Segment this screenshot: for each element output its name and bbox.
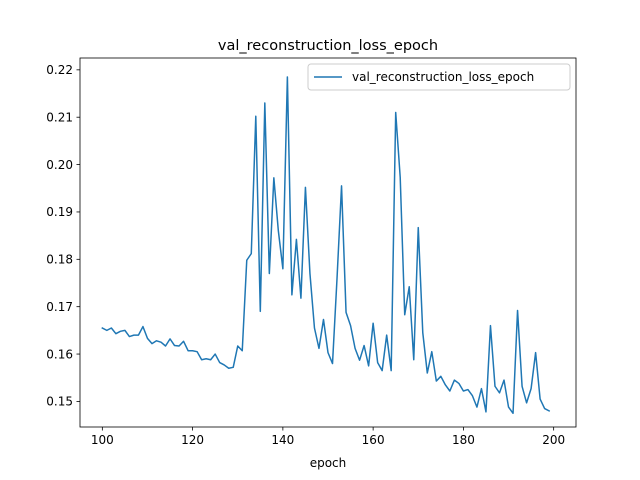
x-axis-ticks: 100 120 140 160 180 200	[91, 427, 565, 447]
y-tick-label: 0.17	[46, 300, 73, 314]
x-tick-label: 100	[91, 433, 114, 447]
y-tick-label: 0.20	[46, 158, 73, 172]
legend-label: val_reconstruction_loss_epoch	[352, 70, 534, 84]
x-axis-label: epoch	[310, 456, 347, 470]
x-tick-label: 140	[271, 433, 294, 447]
legend: val_reconstruction_loss_epoch	[307, 63, 571, 91]
series-line-0	[101, 76, 551, 415]
plot-area	[101, 76, 551, 415]
x-tick-label: 180	[452, 433, 475, 447]
y-tick-label: 0.15	[46, 395, 73, 409]
y-tick-label: 0.21	[46, 111, 73, 125]
x-tick-label: 200	[542, 433, 565, 447]
axes-frame	[79, 57, 577, 428]
legend-box	[307, 63, 571, 91]
y-tick-label: 0.16	[46, 347, 73, 361]
x-tick-label: 160	[362, 433, 385, 447]
y-tick-label: 0.18	[46, 253, 73, 267]
y-axis-ticks: 0.15 0.16 0.17 0.18 0.19 0.20 0.21 0.22	[46, 63, 80, 409]
y-tick-label: 0.19	[46, 205, 73, 219]
x-tick-label: 120	[181, 433, 204, 447]
chart-title: val_reconstruction_loss_epoch	[218, 38, 438, 54]
y-tick-label: 0.22	[46, 63, 73, 77]
